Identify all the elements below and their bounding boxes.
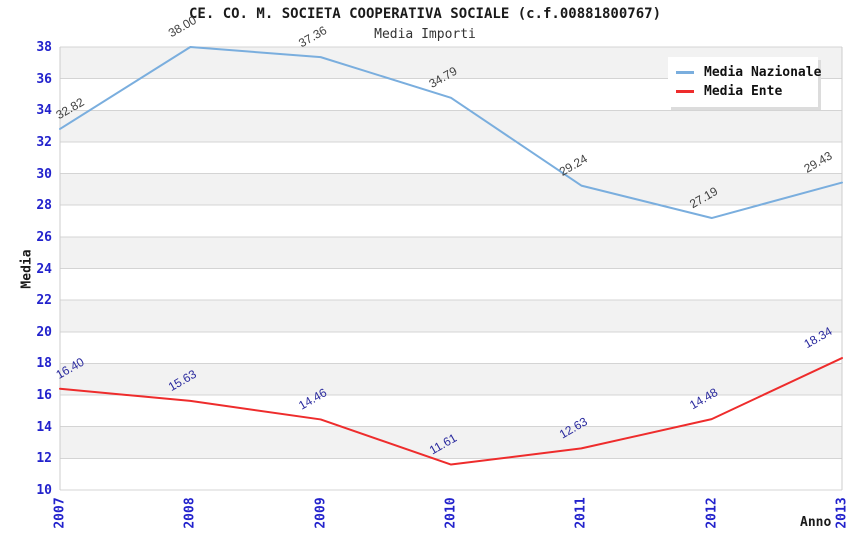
point-label: 37.36 [296, 23, 329, 50]
x-tick-label: 2013 [834, 497, 850, 529]
legend-label-media-nazionale: Media Nazionale [704, 65, 822, 80]
point-label: 38.00 [166, 13, 199, 40]
series-line-1 [59, 357, 843, 466]
y-tick-label: 38 [36, 40, 52, 55]
x-tick-label: 2008 [182, 497, 198, 529]
legend-swatch-blue [676, 71, 694, 74]
y-tick-label: 28 [36, 198, 52, 214]
x-axis-title: Anno [800, 515, 832, 530]
grid-band [60, 141, 842, 174]
legend-swatch-red [676, 90, 694, 93]
grid-band [60, 458, 842, 490]
series-line-0 [59, 46, 843, 220]
x-tick-label: 2012 [704, 497, 720, 529]
legend-item-media-nazionale: Media Nazionale [676, 63, 822, 82]
grid-band [60, 300, 842, 332]
x-tick-label: 2011 [573, 497, 589, 529]
y-tick-label: 24 [36, 261, 52, 277]
y-tick-label: 20 [36, 324, 52, 340]
legend-label-media-ente: Media Ente [704, 84, 783, 99]
x-tick-label: 2007 [52, 497, 68, 529]
grid-band [60, 331, 842, 364]
grid-band [60, 236, 842, 269]
x-tick-label: 2009 [313, 497, 329, 529]
grid-band [60, 173, 842, 206]
legend-item-media-ente: Media Ente [676, 82, 818, 101]
grid-band [60, 363, 842, 396]
y-tick-label: 12 [36, 451, 52, 467]
chart-title: CE. CO. M. SOCIETA COOPERATIVA SOCIALE (… [188, 6, 661, 22]
grid-band [60, 205, 842, 237]
grid-band [60, 426, 842, 459]
y-tick-label: 32 [36, 134, 52, 150]
y-tick-label: 34 [36, 103, 52, 119]
y-tick-label: 18 [36, 356, 52, 372]
y-tick-label: 26 [36, 229, 52, 245]
grid-band [60, 110, 842, 142]
y-tick-label: 36 [36, 71, 52, 87]
legend: Media Nazionale Media Ente [668, 57, 822, 107]
y-tick-label: 10 [36, 483, 52, 498]
y-tick-label: 14 [36, 419, 52, 435]
grid-band [60, 268, 842, 301]
y-tick-label: 16 [36, 388, 52, 404]
chart-subtitle: Media Importi [374, 27, 476, 42]
y-tick-label: 22 [36, 293, 52, 309]
x-tick-label: 2010 [443, 497, 459, 529]
y-tick-label: 30 [36, 166, 52, 182]
